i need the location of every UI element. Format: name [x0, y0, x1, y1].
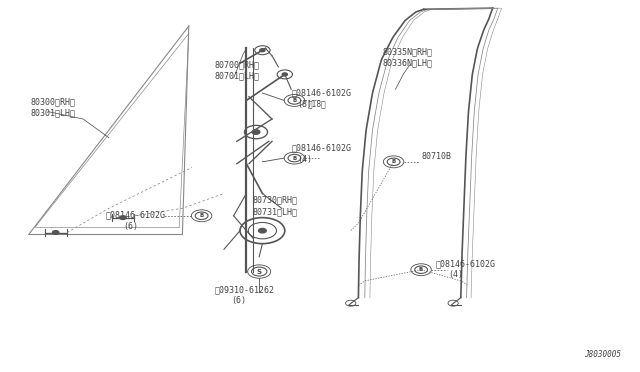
Circle shape	[259, 228, 266, 233]
Circle shape	[260, 49, 265, 52]
Text: Ⓐ08146-6102G: Ⓐ08146-6102G	[291, 88, 351, 97]
Text: Ⓐ08146-6102G: Ⓐ08146-6102G	[435, 259, 495, 268]
Text: 〈18〉: 〈18〉	[307, 99, 326, 108]
Text: Ⓐ08146-6102G: Ⓐ08146-6102G	[291, 144, 351, 153]
Circle shape	[120, 216, 126, 219]
Text: 80301〈LH〉: 80301〈LH〉	[31, 108, 76, 117]
Text: (6): (6)	[232, 296, 246, 305]
Text: (6): (6)	[123, 222, 138, 231]
Text: 80731〈LH〉: 80731〈LH〉	[253, 207, 298, 216]
Text: 80336N〈LH〉: 80336N〈LH〉	[383, 58, 433, 67]
Text: B: B	[392, 159, 396, 164]
Text: 80335N〈RH〉: 80335N〈RH〉	[383, 47, 433, 56]
Text: B: B	[200, 213, 204, 218]
Text: 80710B: 80710B	[421, 152, 451, 161]
Text: 80300〈RH〉: 80300〈RH〉	[31, 97, 76, 106]
Text: (8): (8)	[297, 100, 312, 109]
Circle shape	[252, 130, 260, 134]
Text: Ⓐ08146-6102G: Ⓐ08146-6102G	[106, 211, 166, 219]
Text: (4): (4)	[297, 155, 312, 164]
Text: B: B	[292, 98, 296, 103]
Text: B: B	[419, 267, 423, 272]
Text: Ⓣ09310-61262: Ⓣ09310-61262	[214, 285, 275, 294]
Text: 80701〈LH〉: 80701〈LH〉	[214, 71, 259, 80]
Circle shape	[52, 231, 59, 234]
Circle shape	[282, 73, 287, 76]
Text: 80730〈RH〉: 80730〈RH〉	[253, 196, 298, 205]
Text: J8030005: J8030005	[584, 350, 621, 359]
Text: 80700〈RH〉: 80700〈RH〉	[214, 60, 259, 69]
Text: B: B	[292, 155, 296, 161]
Text: S: S	[257, 269, 262, 275]
Text: (4): (4)	[448, 270, 463, 279]
